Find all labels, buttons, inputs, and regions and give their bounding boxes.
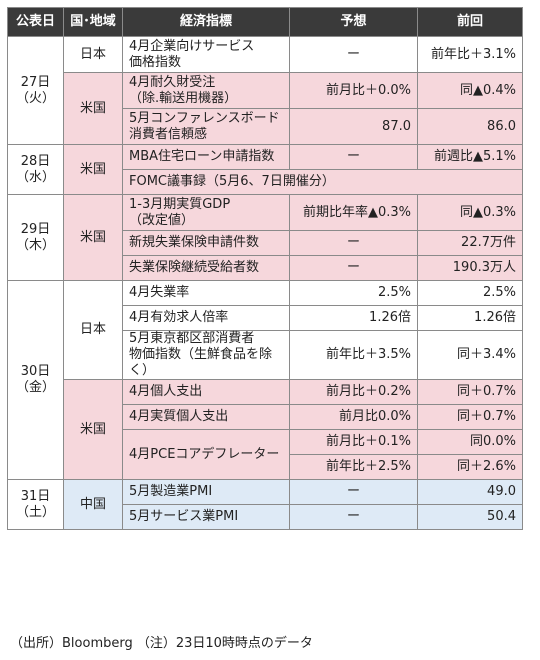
previous-cell: 前年比＋3.1% xyxy=(417,36,523,73)
region-cell: 日本 xyxy=(63,280,123,380)
previous-cell: 190.3万人 xyxy=(417,255,523,281)
date-cell: 31日 （土） xyxy=(7,479,64,530)
forecast-cell: 2.5% xyxy=(289,280,418,306)
forecast-cell: ー xyxy=(289,255,418,281)
region-cell: 日本 xyxy=(63,36,123,73)
table-row: 27日 （火） 日本 4月企業向けサービス 価格指数ー前年比＋3.1% xyxy=(7,36,523,145)
forecast-cell: 前月比0.0% xyxy=(289,404,418,430)
table-row: 前年比＋2.5% 同＋2.6% xyxy=(8,454,523,480)
previous-cell: 同＋3.4% xyxy=(417,330,523,380)
indicator-cell: 4月有効求人倍率 xyxy=(122,305,290,331)
previous-cell: 前週比▲5.1% xyxy=(417,144,523,170)
indicator-cell: 4月耐久財受注 （除.輸送用機器） xyxy=(122,72,290,109)
previous-cell: 49.0 xyxy=(417,479,523,505)
source-note: （出所）Bloomberg （注）23日10時時点のデータ xyxy=(10,636,313,651)
previous-cell: 同＋0.7% xyxy=(417,404,523,430)
previous-cell: 同▲0.4% xyxy=(417,72,523,109)
table-row: 5月コンファレンスボード 消費者信頼感 87.0 86.0 xyxy=(8,108,523,145)
previous-cell: 2.5% xyxy=(417,280,523,306)
previous-cell: 22.7万件 xyxy=(417,230,523,256)
table-row: 5月サービス業PMI ー 50.4 xyxy=(8,504,523,530)
forecast-cell: ー xyxy=(289,230,418,256)
table-row: 29日 （木） 米国 1-3月期実質GDP （改定値） 前期比年率▲0.3% 同▲0.3% xyxy=(7,194,523,281)
header-row: 公表日 国･地域 経済指標 予想 前回 xyxy=(7,7,523,37)
header-indicator: 経済指標 xyxy=(122,7,290,37)
header-date: 公表日 xyxy=(7,7,64,37)
indicator-cell: FOMC議事録（5月6、7日開催分） xyxy=(122,169,523,195)
date-cell: 27日 （火） xyxy=(7,36,64,145)
date-cell: 28日 （水） xyxy=(7,144,64,195)
economic-calendar-table: 公表日 国･地域 経済指標 予想 前回 27日 （火） 日本 4月企業向けサービス 価格… xyxy=(7,7,523,530)
table-row: 米国 4月耐久財受注 （除.輸送用機器） 前月比＋0.0% 同▲0.4% xyxy=(8,72,523,145)
forecast-cell: 前年比＋3.5% xyxy=(289,330,418,380)
date-cell: 29日 （木） xyxy=(7,194,64,281)
indicator-cell: 5月コンファレンスボード 消費者信頼感 xyxy=(122,108,290,145)
previous-cell: 同0.0% xyxy=(417,429,523,455)
region-cell: 米国 xyxy=(63,194,123,281)
indicator-cell: 4月実質個人支出 xyxy=(122,404,290,430)
indicator-cell: 4月失業率 xyxy=(122,280,290,306)
forecast-cell: ー xyxy=(289,504,418,530)
header-region: 国･地域 xyxy=(63,7,123,37)
indicator-cell: 4月PCEコアデフレーター xyxy=(122,429,290,480)
table-row: 28日 （水） 米国 MBA住宅ローン申請指数ー前週比▲5.1% xyxy=(7,144,523,195)
table-row: 4月有効求人倍率 1.26倍 1.26倍 xyxy=(8,305,523,331)
forecast-cell: 前月比＋0.0% xyxy=(289,72,418,109)
forecast-cell: ー xyxy=(289,479,418,505)
forecast-cell: 87.0 xyxy=(289,108,418,145)
indicator-cell: 5月東京都区部消費者 物価指数（生鮮食品を除く） xyxy=(122,330,290,380)
forecast-cell: 前年比＋2.5% xyxy=(289,454,418,480)
previous-cell: 1.26倍 xyxy=(417,305,523,331)
table-body: 27日 （火） 日本 4月企業向けサービス 価格指数ー前年比＋3.1% 米国 4月耐久財受注… xyxy=(7,36,523,530)
indicator-cell: 1-3月期実質GDP （改定値） xyxy=(122,194,290,231)
indicator-cell: 失業保険継続受給者数 xyxy=(122,255,290,281)
forecast-cell: ー xyxy=(289,144,418,170)
previous-cell: 同＋2.6% xyxy=(417,454,523,480)
region-cell: 米国 xyxy=(63,144,123,195)
indicator-cell: MBA住宅ローン申請指数 xyxy=(122,144,290,170)
table-row: 4月PCEコアデフレーター 前月比＋0.1% 同0.0% xyxy=(8,429,523,480)
forecast-cell: 前月比＋0.1% xyxy=(289,429,418,455)
table-row: 5月東京都区部消費者 物価指数（生鮮食品を除く） 前年比＋3.5% 同＋3.4% xyxy=(8,330,523,380)
previous-cell: 同▲0.3% xyxy=(417,194,523,231)
region-cell: 米国 xyxy=(63,72,123,145)
indicator-cell: 4月個人支出 xyxy=(122,379,290,405)
table-row: 失業保険継続受給者数ー 190.3万人 xyxy=(8,255,523,281)
forecast-cell: 1.26倍 xyxy=(289,305,418,331)
previous-cell: 50.4 xyxy=(417,504,523,530)
table-row: 31日 （土） 中国 5月製造業PMI ー 49.0 xyxy=(7,479,523,530)
previous-cell: 同＋0.7% xyxy=(417,379,523,405)
header-forecast: 予想 xyxy=(289,7,418,37)
forecast-cell: ー xyxy=(289,36,418,73)
indicator-cell: 新規失業保険申請件数 xyxy=(122,230,290,256)
indicator-cell: 4月企業向けサービス 価格指数 xyxy=(122,36,290,73)
indicator-cell: 5月サービス業PMI xyxy=(122,504,290,530)
indicator-cell: 5月製造業PMI xyxy=(122,479,290,505)
region-cell: 米国 xyxy=(63,379,123,480)
date-cell: 30日 （金） xyxy=(7,280,64,480)
region-cell: 中国 xyxy=(63,479,123,530)
previous-cell: 86.0 xyxy=(417,108,523,145)
table-row: 米国 4月個人支出 前月比＋0.2% 同＋0.7% xyxy=(8,379,523,480)
forecast-cell: 前期比年率▲0.3% xyxy=(289,194,418,231)
forecast-cell: 前月比＋0.2% xyxy=(289,379,418,405)
table-row: 30日 （金） 日本 4月失業率 2.5% 2.5% xyxy=(7,280,523,480)
header-previous: 前回 xyxy=(417,7,523,37)
